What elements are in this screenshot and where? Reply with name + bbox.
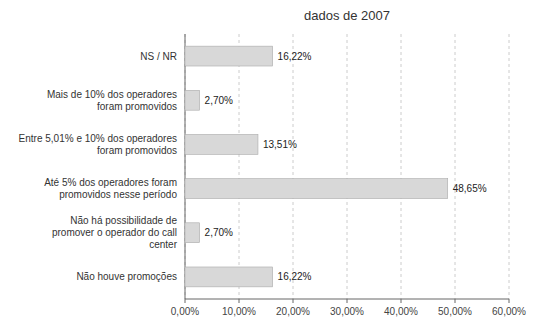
x-tick <box>185 299 186 303</box>
category-label: Até 5% dos operadores forampromovidos ne… <box>44 177 177 200</box>
category-label: Mais de 10% dos operadoresforam promovid… <box>47 89 177 112</box>
x-tick-label: 10,00% <box>222 306 256 317</box>
x-tick-label: 40,00% <box>384 306 418 317</box>
x-tick-label: 50,00% <box>438 306 472 317</box>
chart-svg: dados de 2007 0,00% 10,00% 20,00% 30,00% 40,0… <box>0 0 539 327</box>
x-tick <box>239 299 240 303</box>
labels: 16,22% 2,70% 13,51% 48,65% 2,70% 16,22% NS / N… <box>19 51 487 283</box>
chart-title: dados de 2007 <box>304 8 390 23</box>
value-label: 48,65% <box>453 183 487 194</box>
category-label: Entre 5,01% e 10% dos operadoresforam pr… <box>19 133 177 156</box>
y-axis-line <box>185 34 186 299</box>
value-label: 2,70% <box>205 95 233 106</box>
category-label: Não houve promoções <box>76 271 177 282</box>
x-axis-line <box>185 299 509 300</box>
bar <box>185 179 448 199</box>
grid-line <box>401 34 402 299</box>
value-label: 2,70% <box>205 227 233 238</box>
x-tick <box>455 299 456 303</box>
x-tick <box>509 299 510 303</box>
value-label: 16,22% <box>278 51 312 62</box>
x-axis: 0,00% 10,00% 20,00% 30,00% 40,00% 50,00% 60,00… <box>171 34 526 317</box>
x-tick <box>347 299 348 303</box>
chart-container: dados de 2007 0,00% 10,00% 20,00% 30,00% 40,0… <box>0 0 539 327</box>
bar <box>185 267 273 287</box>
bar <box>185 46 273 66</box>
bar <box>185 223 200 243</box>
grid <box>185 34 509 299</box>
grid-line <box>185 34 186 299</box>
category-label: NS / NR <box>140 51 177 62</box>
grid-line <box>509 34 510 299</box>
value-label: 16,22% <box>278 271 312 282</box>
bar <box>185 90 200 110</box>
value-label: 13,51% <box>263 139 297 150</box>
grid-line <box>293 34 294 299</box>
x-tick <box>401 299 402 303</box>
bar <box>185 134 258 154</box>
grid-line <box>239 34 240 299</box>
x-tick-label: 30,00% <box>330 306 364 317</box>
x-tick-label: 0,00% <box>171 306 199 317</box>
x-tick-label: 20,00% <box>276 306 310 317</box>
grid-line <box>347 34 348 299</box>
category-label: Não há possibilidade depromover o operad… <box>52 215 178 250</box>
x-tick <box>293 299 294 303</box>
grid-line <box>455 34 456 299</box>
bars <box>185 46 448 287</box>
x-tick-label: 60,00% <box>492 306 526 317</box>
